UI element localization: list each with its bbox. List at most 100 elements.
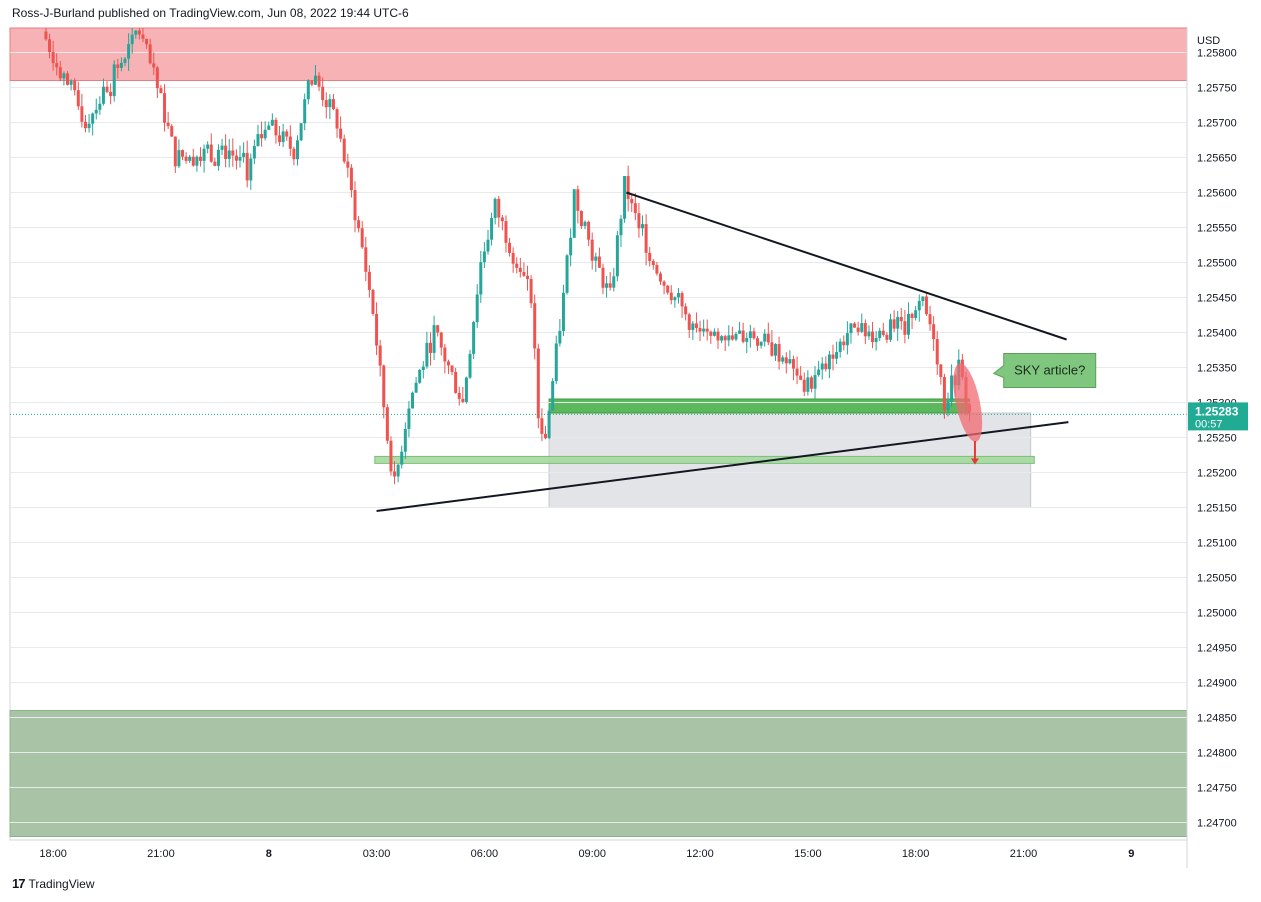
candle-body <box>191 156 195 166</box>
trendline-upper <box>626 191 1067 341</box>
candle-body <box>202 148 206 161</box>
candle-body <box>500 217 504 222</box>
candle-body <box>777 344 781 362</box>
candle-body <box>58 67 62 79</box>
candle-body <box>878 330 882 338</box>
candle-body <box>479 262 483 295</box>
candle-body <box>472 322 476 354</box>
candle-body <box>892 319 896 329</box>
candle-body <box>709 331 713 336</box>
candle-body <box>87 123 91 129</box>
candle-body <box>720 336 724 341</box>
candle-body <box>163 93 167 123</box>
candle-body <box>375 313 379 346</box>
candle-body <box>601 267 605 288</box>
candle-body <box>655 265 659 274</box>
candle-body <box>662 281 666 286</box>
candle-body <box>83 121 87 129</box>
candle-body <box>378 345 382 366</box>
candle-body <box>249 158 253 181</box>
candle-body <box>145 38 149 45</box>
candle-body <box>303 99 307 124</box>
candle-body <box>806 377 810 392</box>
price-tick-label: 1.25550 <box>1197 223 1237 235</box>
candle-body <box>540 418 544 434</box>
candle-body <box>224 145 228 159</box>
candle-body <box>734 333 738 340</box>
candle-body <box>421 366 425 370</box>
price-tick-label: 1.25000 <box>1197 608 1237 620</box>
candle-body <box>698 328 702 332</box>
candle-body <box>105 86 109 92</box>
candle-body <box>705 328 709 332</box>
price-tick-label: 1.25250 <box>1197 433 1237 445</box>
candle-body <box>536 348 540 419</box>
candle-body <box>791 359 795 369</box>
candle-body <box>216 149 220 166</box>
candle-body <box>112 64 116 97</box>
time-tick-label: 18:00 <box>902 848 930 860</box>
zone-light-green-band <box>374 455 1035 464</box>
candle-body <box>148 44 152 64</box>
candle-body <box>313 75 317 85</box>
candle-body <box>641 224 645 229</box>
candle-body <box>579 210 583 227</box>
candle-body <box>493 198 497 219</box>
candle-body <box>583 221 587 227</box>
candle-body <box>702 328 706 332</box>
price-tick-label: 1.25700 <box>1197 118 1237 130</box>
price-axis-currency: USD <box>1197 35 1220 47</box>
trendline-lower <box>376 421 1069 512</box>
candle-body <box>403 428 407 452</box>
time-tick-label: 18:00 <box>39 848 67 860</box>
candle-body <box>691 323 695 330</box>
current-price-tag <box>1188 402 1248 431</box>
candle-body <box>292 148 296 160</box>
candle-body <box>443 347 447 362</box>
candle-body <box>781 357 785 362</box>
candle-body <box>468 353 472 378</box>
candle-body <box>648 252 652 261</box>
candle-body <box>910 313 914 319</box>
candle-body <box>673 297 677 301</box>
price-tick-label: 1.25100 <box>1197 538 1237 550</box>
candle-body <box>914 310 918 319</box>
time-tick-label: 12:00 <box>686 848 714 860</box>
candle-body <box>256 134 260 146</box>
price-tick-label: 1.24700 <box>1197 818 1237 830</box>
candle-body <box>188 156 192 161</box>
candle-body <box>428 342 432 353</box>
candle-body <box>741 330 745 342</box>
candle-body <box>896 316 900 329</box>
candle-body <box>630 199 634 204</box>
candle-body <box>554 343 558 382</box>
candle-body <box>346 161 350 168</box>
candle-body <box>727 335 731 341</box>
tradingview-footer[interactable]: 17 TradingView <box>12 876 95 891</box>
candle-body <box>152 63 156 68</box>
candle-body <box>177 150 181 167</box>
candle-body <box>252 145 256 159</box>
candle-body <box>436 325 440 333</box>
candle-body <box>633 203 637 214</box>
candle-body <box>932 324 936 340</box>
candle-body <box>845 333 849 346</box>
candle-body <box>411 392 415 409</box>
candle-body <box>263 129 267 139</box>
price-tick-label: 1.25650 <box>1197 153 1237 165</box>
candle-body <box>623 176 627 219</box>
candle-body <box>605 283 609 288</box>
candle-body <box>608 283 612 288</box>
candle-body <box>206 144 210 149</box>
candle-body <box>612 276 616 288</box>
candle-body <box>62 73 66 79</box>
candle-body <box>213 161 217 166</box>
candle-body <box>529 278 533 304</box>
candle-body <box>109 91 113 97</box>
candle-body <box>321 86 325 101</box>
candle-body <box>867 331 871 337</box>
candle-body <box>712 331 716 336</box>
price-tick-label: 1.25600 <box>1197 188 1237 200</box>
